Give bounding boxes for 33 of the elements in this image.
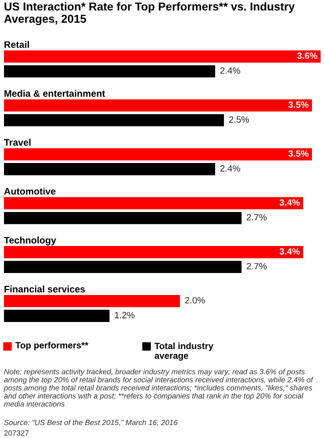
data-label: 2.7% (246, 214, 267, 220)
y-tick-label: Automotive (4, 188, 56, 195)
bar (4, 65, 216, 78)
data-label: 3.5% (288, 150, 309, 157)
data-label: 1.2% (114, 312, 135, 318)
legend-label: Total industry average (154, 342, 214, 361)
bar (4, 50, 321, 63)
data-label: 3.5% (288, 101, 309, 108)
bar (4, 212, 242, 224)
bar (4, 197, 304, 210)
data-label: 2.4% (220, 165, 240, 172)
bar (4, 294, 180, 308)
bar (4, 260, 242, 274)
bar (4, 148, 312, 160)
data-label: 2.5% (229, 116, 249, 123)
data-label: 2.0% (185, 297, 205, 304)
data-label: 2.7% (246, 262, 267, 270)
y-tick-label: Travel (4, 138, 31, 146)
y-tick-label: Media & entertainment (4, 90, 106, 97)
data-label: 3.4% (280, 248, 300, 255)
data-label: 2.4% (220, 67, 240, 74)
y-tick-label: Technology (4, 236, 56, 246)
data-label: 3.6% (297, 52, 318, 59)
y-tick-label: Retail (4, 40, 29, 48)
bar (4, 114, 224, 126)
bar (4, 163, 216, 176)
legend-label: Top performers** (15, 342, 88, 350)
data-label: 3.4% (280, 199, 300, 206)
chart-title: US Interaction* Rate for Top Performers** vs. Industry Averages, 2015 (4, 2, 295, 26)
bar (4, 310, 110, 322)
y-tick-label: Financial services (4, 286, 85, 292)
bar (4, 246, 304, 258)
bar (4, 99, 312, 112)
